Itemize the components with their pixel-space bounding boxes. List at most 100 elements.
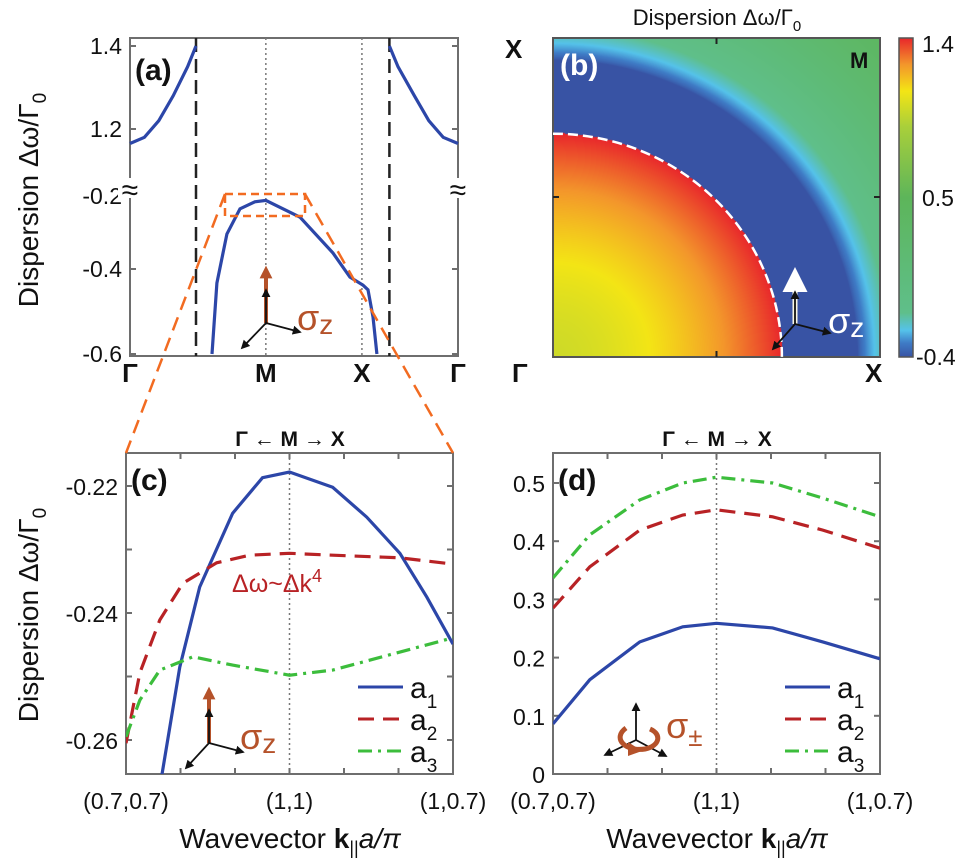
corner-label-bottom-right: X bbox=[865, 358, 883, 388]
xtick-label-a: Γ bbox=[122, 358, 138, 388]
legend-letter: a bbox=[410, 672, 427, 705]
panel-label-d: (d) bbox=[558, 464, 596, 497]
xtick-label: (1,1) bbox=[693, 788, 740, 814]
polarization-icon-d: σ± bbox=[603, 702, 703, 757]
contour-line bbox=[552, 132, 784, 358]
path-label-c: Γ ← M → X bbox=[235, 428, 344, 451]
sigma-sub: z bbox=[319, 309, 333, 340]
plot-area-d: 0.5 0.4 0.3 0.2 0.1 0(0.7,0.7) (1,1) (1,0.7) bbox=[510, 452, 913, 814]
corner-label-top-left: X bbox=[505, 34, 523, 64]
panel-label-b: (b) bbox=[560, 49, 598, 82]
legend-subscript: 3 bbox=[854, 756, 865, 777]
circular-arrowhead-icon bbox=[628, 742, 642, 756]
series-a-upper-left bbox=[129, 45, 198, 145]
ylabel-a: Dispersion Δω/Γ0 bbox=[13, 93, 51, 307]
polarization-icon-b: σz bbox=[771, 267, 864, 351]
legend-subscript: 3 bbox=[427, 756, 438, 777]
circular-arrow-icon bbox=[617, 725, 661, 752]
colorbar-tick-top: 1.4 bbox=[922, 31, 954, 57]
legend-subscript: 1 bbox=[427, 692, 438, 713]
ytick-label-a: -0.2 bbox=[82, 183, 122, 209]
zoom-line-left bbox=[124, 193, 227, 454]
legend-label-a3: a3 bbox=[837, 736, 864, 777]
xtick-label: (1,1) bbox=[266, 788, 313, 814]
legend-label-a2: a2 bbox=[837, 704, 864, 745]
zoom-connector bbox=[124, 192, 455, 454]
axis-arrow-icon bbox=[240, 322, 267, 350]
title-b: Dispersion Δω/Γ0 bbox=[633, 5, 802, 35]
polarization-icon-c: σz bbox=[184, 686, 276, 770]
series-a1 bbox=[160, 470, 453, 774]
zoom-line-right bbox=[303, 193, 455, 454]
series-a3 bbox=[553, 475, 880, 579]
legend-letter: a bbox=[837, 704, 854, 737]
xtick-label-a: X bbox=[353, 358, 371, 388]
zoom-box bbox=[223, 192, 307, 218]
ytick-label: 0.1 bbox=[513, 704, 545, 730]
ticks-a: 1.41.2-0.2-0.4-0.6Γ M X Γ≈ ≈ bbox=[82, 33, 470, 388]
xtick-label: (1,0.7) bbox=[420, 788, 486, 814]
panel-label-a: (a) bbox=[135, 54, 172, 87]
heatmap-b bbox=[553, 38, 880, 357]
legend-subscript: 2 bbox=[427, 724, 438, 745]
colorbar bbox=[898, 37, 914, 358]
scaling-annotation: Δω~Δk4 bbox=[232, 566, 322, 598]
panel-label-c: (c) bbox=[131, 464, 168, 497]
corner-label-bottom-left: Γ bbox=[512, 358, 528, 388]
sigma-label-d: σ± bbox=[666, 705, 703, 752]
corner-label-M: M bbox=[850, 48, 868, 73]
ytick-label: 0.4 bbox=[513, 529, 545, 555]
legend-label-a3: a3 bbox=[410, 736, 437, 777]
legend-label-a1: a1 bbox=[410, 672, 437, 713]
legend-letter: a bbox=[410, 704, 427, 737]
axis-arrow-icon bbox=[265, 322, 302, 335]
ytick-label: 0.2 bbox=[513, 646, 545, 672]
ytick-label-a: -0.4 bbox=[82, 256, 122, 282]
series-a3 bbox=[126, 636, 453, 738]
series-a2 bbox=[553, 508, 880, 610]
axis-break-mask bbox=[118, 178, 142, 198]
sigma: σ bbox=[297, 297, 319, 338]
polarization-icon-a: σz bbox=[240, 265, 333, 350]
axis-break-symbol: ≈ bbox=[122, 174, 138, 207]
axis-break-symbol: ≈ bbox=[450, 174, 466, 207]
legend-letter: a bbox=[837, 672, 854, 705]
ytick-label: 0.3 bbox=[513, 587, 545, 613]
series-a2 bbox=[126, 551, 453, 744]
panel-d: Γ ← M → X 0.5 0.4 0.3 0.2 0.1 0(0.7,0.7) (1,1)… bbox=[510, 428, 913, 858]
legend-label-a1: a1 bbox=[837, 672, 864, 713]
plot-area-a: σz bbox=[129, 37, 459, 357]
ytick-label: -0.24 bbox=[66, 601, 119, 627]
legend-letter: a bbox=[410, 736, 427, 769]
series-a-upper-right bbox=[387, 45, 459, 145]
path-label-d: Γ ← M → X bbox=[662, 428, 771, 451]
axis-break-mask bbox=[446, 178, 470, 198]
colorbar-tick-bottom: -0.4 bbox=[916, 344, 956, 370]
contour-b bbox=[552, 38, 905, 358]
ytick-label: 0 bbox=[532, 762, 545, 788]
panel-a: Dispersion Δω/Γ0 σz (a) 1.4 1.2 -0.2 -0.4 -0… bbox=[13, 33, 470, 388]
ytick-label-a: 1.4 bbox=[90, 33, 122, 59]
xtick-label-a: M bbox=[255, 358, 277, 388]
ylabel-c: Dispersion Δω/Γ0 bbox=[13, 508, 51, 722]
ytick-label-a: -0.6 bbox=[82, 341, 122, 367]
legend-label-a2: a2 bbox=[410, 704, 437, 745]
ytick-label: 0.5 bbox=[513, 471, 545, 497]
legend-subscript: 1 bbox=[854, 692, 865, 713]
ytick-label-a: 1.2 bbox=[90, 116, 122, 142]
xlabel-d: Wavevector k||a/π bbox=[606, 823, 829, 858]
panel-c: Γ ← M → X Dispersion Δω/Γ0 -0.22-0.24-0.… bbox=[13, 428, 486, 858]
series-a1 bbox=[553, 621, 880, 725]
xtick-label: (0.7,0.7) bbox=[510, 788, 596, 814]
ytick-label: -0.26 bbox=[66, 728, 118, 754]
xtick-label: (0.7,0.7) bbox=[83, 788, 169, 814]
sigma-label-a: σz bbox=[297, 297, 333, 340]
xtick-label-a: Γ bbox=[450, 358, 466, 388]
ytick-label: -0.22 bbox=[66, 474, 118, 500]
legend-letter: a bbox=[837, 736, 854, 769]
plot-area-c: -0.22 -0.24 -0.26 (0.7,0.7) (1,1) (1,0.7) bbox=[66, 452, 486, 814]
